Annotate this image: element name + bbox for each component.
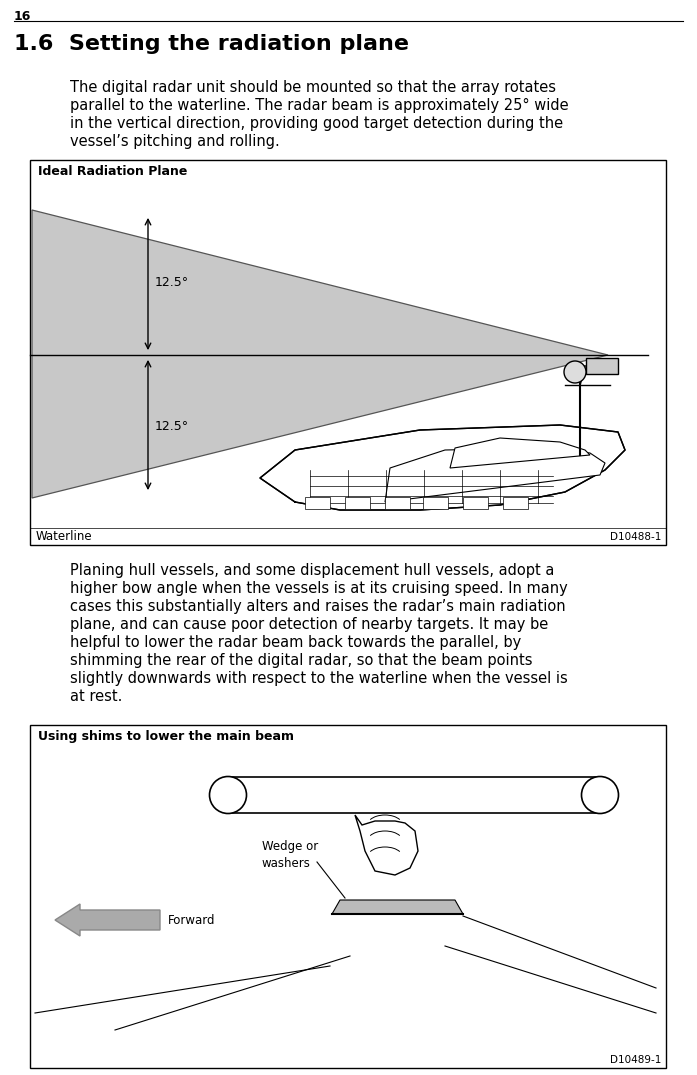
Text: cases this substantially alters and raises the radar’s main radiation: cases this substantially alters and rais… [70,599,566,614]
Text: Waterline: Waterline [36,530,93,543]
Text: D10488-1: D10488-1 [610,532,661,542]
Text: Using shims to lower the main beam: Using shims to lower the main beam [38,730,294,743]
Text: Planing hull vessels, and some displacement hull vessels, adopt a: Planing hull vessels, and some displacem… [70,563,554,578]
Text: slightly downwards with respect to the waterline when the vessel is: slightly downwards with respect to the w… [70,671,568,686]
Bar [586,358,618,374]
Text: 1.6  Setting the radiation plane: 1.6 Setting the radiation plane [14,34,409,54]
Text: 12.5°: 12.5° [155,420,189,433]
Circle shape [581,776,618,814]
Bar [385,497,410,508]
Text: helpful to lower the radar beam back towards the parallel, by: helpful to lower the radar beam back tow… [70,635,521,650]
Text: 16: 16 [14,10,31,23]
Bar [463,497,488,508]
Text: higher bow angle when the vessels is at its cruising speed. In many: higher bow angle when the vessels is at … [70,580,568,596]
Bar [228,777,600,813]
Bar [305,497,330,508]
Text: in the vertical direction, providing good target detection during the: in the vertical direction, providing goo… [70,116,563,131]
Text: Ideal Radiation Plane: Ideal Radiation Plane [38,164,187,178]
Text: shimming the rear of the digital radar, so that the beam points: shimming the rear of the digital radar, … [70,653,533,668]
Text: vessel’s pitching and rolling.: vessel’s pitching and rolling. [70,134,279,149]
Text: The digital radar unit should be mounted so that the array rotates: The digital radar unit should be mounted… [70,80,556,95]
Circle shape [564,361,586,383]
Polygon shape [385,448,605,502]
Bar [423,497,448,508]
Polygon shape [32,210,608,498]
Bar [503,497,528,508]
Text: Forward: Forward [168,914,215,927]
Circle shape [210,776,247,814]
Bar [30,160,666,545]
Polygon shape [260,425,625,510]
Text: 12.5°: 12.5° [155,276,189,289]
Text: at rest.: at rest. [70,689,123,704]
Text: Wedge or
washers: Wedge or washers [262,840,319,870]
Text: plane, and can cause poor detection of nearby targets. It may be: plane, and can cause poor detection of n… [70,617,549,632]
Polygon shape [450,438,590,468]
Bar [345,497,370,508]
FancyArrow shape [55,904,160,936]
Text: parallel to the waterline. The radar beam is approximately 25° wide: parallel to the waterline. The radar bea… [70,98,569,113]
Text: D10489-1: D10489-1 [610,1055,661,1065]
Bar [30,725,666,1067]
Polygon shape [332,900,463,914]
Polygon shape [355,815,418,875]
